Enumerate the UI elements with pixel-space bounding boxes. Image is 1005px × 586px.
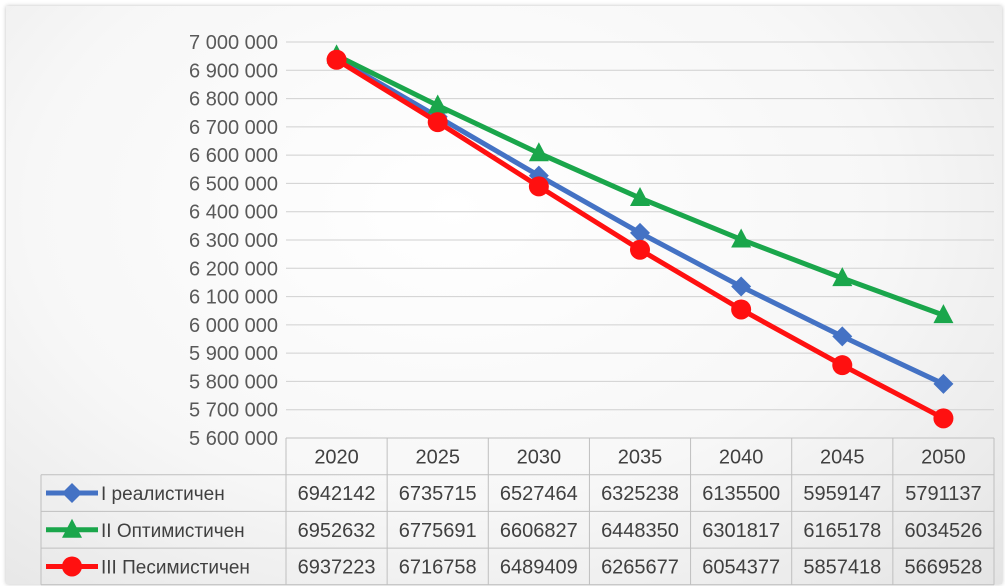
data-point-circle (933, 408, 954, 429)
table-cell-value: 6937223 (298, 556, 376, 578)
data-point-triangle (630, 187, 650, 207)
data-point-circle (630, 239, 650, 260)
x-tick-label: 2035 (618, 446, 663, 468)
legend-label: I реалистичен (101, 484, 225, 505)
table-cell-value: 6301817 (702, 520, 780, 542)
y-tick-label: 6 600 000 (189, 145, 278, 167)
x-tick-label: 2025 (415, 446, 460, 468)
x-tick-label: 2030 (517, 446, 562, 468)
data-point-triangle (528, 142, 549, 162)
y-tick-label: 6 800 000 (189, 89, 278, 111)
data-point-circle (326, 49, 347, 70)
y-tick-label: 6 200 000 (189, 258, 278, 280)
table-cell-value: 6716758 (399, 556, 477, 578)
y-tick-label: 6 900 000 (189, 60, 278, 82)
table-cell-value: 5669528 (904, 556, 982, 578)
table-cell-value: 6489409 (500, 556, 578, 578)
data-point-diamond (630, 222, 650, 243)
y-tick-label: 7 000 000 (189, 32, 278, 54)
table-cell-value: 6135500 (702, 483, 780, 505)
chart-area (6, 6, 1002, 584)
y-tick-label: 6 700 000 (189, 117, 278, 139)
table-cell-value: 6165178 (803, 520, 881, 542)
data-point-circle (528, 176, 549, 197)
data-point-circle (427, 112, 448, 133)
y-tick-label: 5 800 000 (189, 371, 278, 393)
table-cell-value: 6942142 (298, 483, 376, 505)
table-cell-value: 6054377 (702, 556, 780, 578)
legend-label: II Оптимистичен (101, 521, 245, 542)
series-line (335, 56, 945, 387)
series-line (335, 53, 945, 318)
table-cell-value: 6606827 (500, 520, 578, 542)
x-tick-label: 2040 (719, 446, 764, 468)
table-cell-value: 6952632 (298, 520, 376, 542)
table-cell-value: 6527464 (500, 483, 578, 505)
y-tick-label: 6 000 000 (189, 315, 278, 337)
table-cell-value: 6448350 (601, 520, 679, 542)
data-point-diamond (62, 483, 82, 504)
data-point-circle (832, 355, 853, 376)
y-tick-label: 6 400 000 (189, 202, 278, 224)
y-tick-label: 5 600 000 (189, 428, 278, 450)
y-tick-label: 5 700 000 (189, 400, 278, 422)
data-point-diamond (832, 326, 853, 347)
x-tick-label: 2050 (921, 446, 966, 468)
y-tick-label: 5 900 000 (189, 343, 278, 365)
data-point-circle (62, 556, 82, 577)
table-cell-value: 5857418 (803, 556, 881, 578)
data-point-diamond (933, 373, 954, 394)
table-cell-value: 5791137 (905, 483, 981, 505)
x-tick-label: 2020 (314, 446, 359, 468)
data-point-circle (731, 299, 752, 320)
data-point-triangle (832, 267, 853, 287)
y-tick-label: 6 500 000 (189, 173, 278, 195)
table-cell-value: 6034526 (904, 520, 982, 542)
table-cell-value: 5959147 (803, 483, 881, 505)
data-point-diamond (731, 276, 752, 297)
data-point-triangle (62, 518, 82, 538)
y-tick-label: 6 300 000 (189, 230, 278, 252)
data-point-triangle (933, 304, 954, 324)
legend-label: III Песимистичен (101, 557, 250, 578)
table-cell-value: 6325238 (601, 483, 679, 505)
data-point-triangle (731, 228, 752, 248)
table-cell-value: 6265677 (601, 556, 679, 578)
table-cell-value: 6735715 (399, 483, 477, 505)
table-cell-value: 6775691 (399, 520, 477, 542)
data-point-triangle (427, 94, 448, 114)
y-tick-label: 6 100 000 (189, 287, 278, 309)
x-tick-label: 2045 (820, 446, 865, 468)
